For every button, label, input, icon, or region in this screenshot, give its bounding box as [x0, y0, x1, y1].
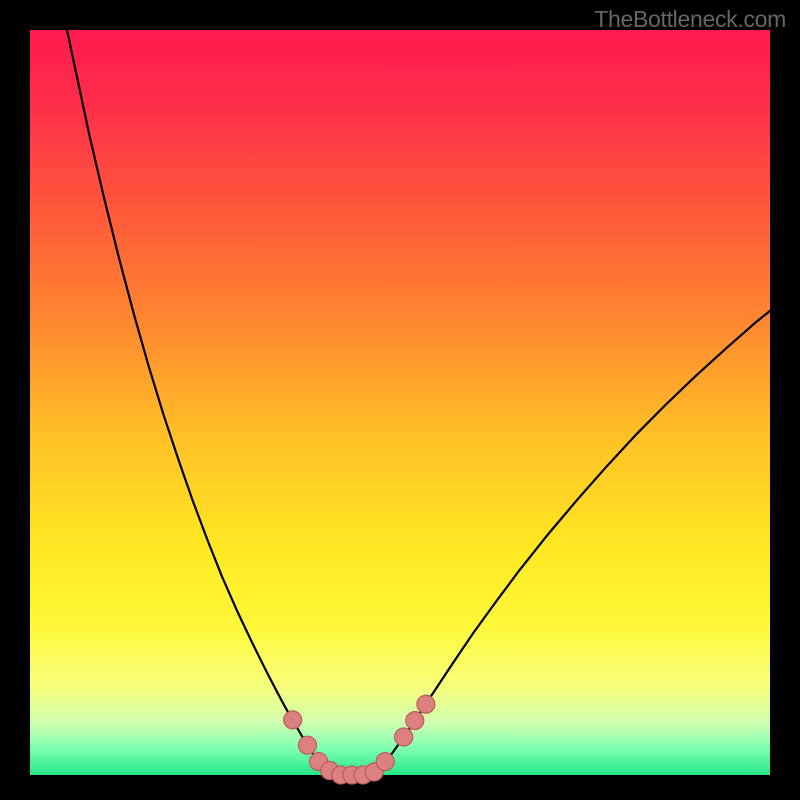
- curve-marker: [406, 712, 424, 730]
- curve-marker: [284, 711, 302, 729]
- curve-marker: [376, 753, 394, 771]
- curve-marker: [299, 736, 317, 754]
- curve-marker: [417, 695, 435, 713]
- curve-marker: [395, 728, 413, 746]
- plot-background: [30, 30, 770, 775]
- chart-canvas: TheBottleneck.com: [0, 0, 800, 800]
- bottleneck-curve-chart: [0, 0, 800, 800]
